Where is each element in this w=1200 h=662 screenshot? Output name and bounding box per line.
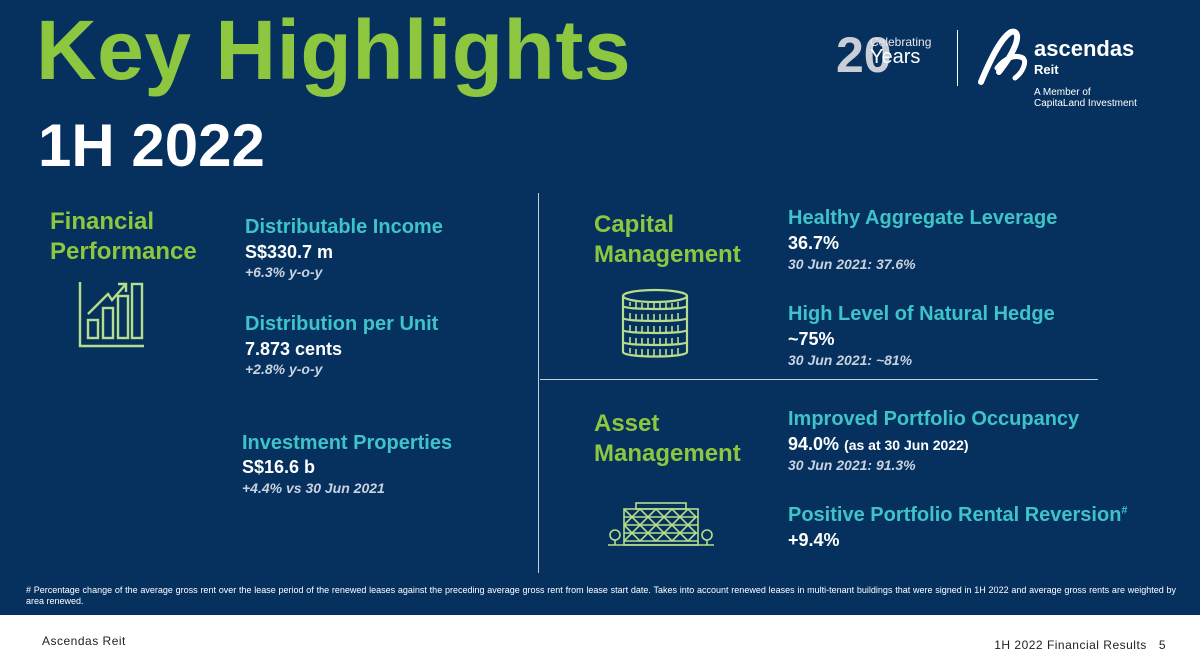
portfolio-occupancy-date: (as at 30 Jun 2022) [844,437,969,453]
anniversary-celebrating: Celebrating [870,35,932,49]
asset-title-line2: Management [594,440,741,467]
logo-divider [957,30,958,86]
ascendas-reit-logo: ascendas Reit A Member of CapitaLand Inv… [975,28,1155,118]
portfolio-occupancy-number: 94.0% [788,434,840,454]
natural-hedge-note: 30 Jun 2021: ~81% [788,352,913,368]
aggregate-leverage-label: Healthy Aggregate Leverage [788,207,1058,229]
brand-member-line: A Member of CapitaLand Investment [1034,87,1174,109]
natural-hedge-value: ~75% [788,329,835,349]
coin-stack-icon [621,288,689,358]
footnote: # Percentage change of the average gross… [26,585,1176,606]
investment-properties-value: S$16.6 b [242,457,316,477]
rental-reversion-text: Positive Portfolio Rental Reversion [788,504,1122,526]
natural-hedge-label: High Level of Natural Hedge [788,303,1055,325]
vertical-divider [538,193,539,573]
rental-reversion-value: +9.4% [788,530,840,550]
horizontal-divider [540,379,1098,380]
financial-title-line1: Financial [50,208,155,235]
capital-title-line1: Capital [594,211,675,238]
investment-properties-note: +4.4% vs 30 Jun 2021 [242,480,385,496]
portfolio-occupancy-note: 30 Jun 2021: 91.3% [788,457,916,473]
member-line-1: A Member of [1034,87,1091,98]
investment-properties-label: Investment Properties [242,432,453,454]
capital-title-line2: Management [594,241,741,268]
anniversary-years: Years [870,46,921,68]
capital-management-title: Capital Management [594,210,741,270]
aggregate-leverage-note: 30 Jun 2021: 37.6% [788,256,916,272]
distributable-income-label: Distributable Income [245,216,443,238]
portfolio-occupancy-value: 94.0% (as at 30 Jun 2022) [788,434,969,455]
brand-reit: Reit [1034,62,1059,77]
footer-right: 1H 2022 Financial Results 5 [994,638,1166,652]
distributable-income-note: +6.3% y-o-y [245,264,323,280]
footer-brand: Ascendas Reit [42,634,126,648]
anniversary-number: 20 [836,27,892,83]
slide: Key Highlights 1H 2022 20 Celebrating Ye… [0,0,1200,615]
asset-management-title: Asset Management [594,409,741,469]
financial-title-line2: Performance [50,238,197,265]
page-title: Key Highlights [36,3,632,97]
bar-chart-growth-icon [78,282,144,348]
anniversary-logo: 20 Celebrating Years [836,30,946,92]
portfolio-occupancy-label: Improved Portfolio Occupancy [788,408,1080,430]
asset-title-line1: Asset [594,410,660,437]
aggregate-leverage-value: 36.7% [788,233,840,253]
rental-reversion-label: Positive Portfolio Rental Reversion# [788,504,1128,527]
building-icon [608,502,714,546]
ascendas-a-icon [978,28,1028,85]
financial-performance-title: Financial Performance [50,207,197,267]
distribution-per-unit-label: Distribution per Unit [245,313,439,335]
distribution-per-unit-note: +2.8% y-o-y [245,361,323,377]
page-subtitle: 1H 2022 [38,112,265,179]
brand-name: ascendas [1034,36,1135,61]
distributable-income-value: S$330.7 m [245,242,334,262]
distribution-per-unit-value: 7.873 cents [245,339,343,359]
member-line-2: CapitaLand Investment [1034,98,1137,109]
page-number: 5 [1158,638,1166,652]
footer-report-title: 1H 2022 Financial Results [994,638,1147,652]
rental-reversion-footnote-mark: # [1121,504,1128,517]
